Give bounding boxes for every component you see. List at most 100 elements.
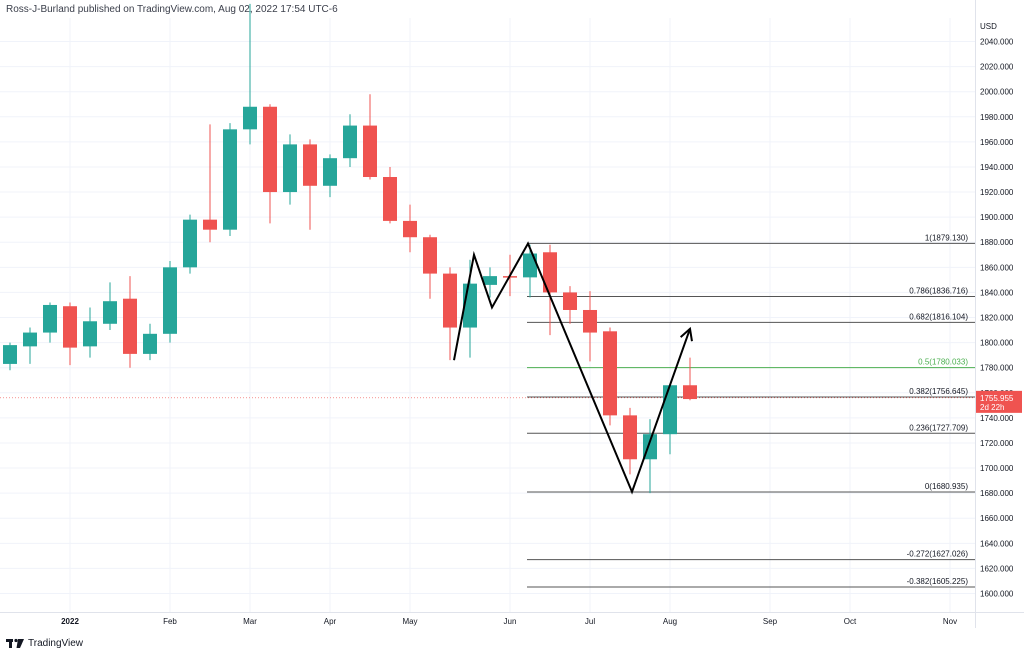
candle-body <box>163 267 177 334</box>
candle-body <box>383 177 397 221</box>
candle <box>103 282 117 331</box>
candle-body <box>683 385 697 400</box>
price-tick-label: 1700.000 <box>980 464 1014 473</box>
candle-body <box>263 106 277 193</box>
time-tick-label: Mar <box>243 617 257 626</box>
candle-body <box>403 220 417 238</box>
price-tick-label: 1940.000 <box>980 163 1014 172</box>
last-price-value: 1755.955 <box>980 394 1014 403</box>
candle <box>563 286 577 324</box>
price-tick-label: 1600.000 <box>980 590 1014 599</box>
price-tick-label: 2000.000 <box>980 88 1014 97</box>
candle-body <box>363 125 377 178</box>
candle-body <box>103 301 117 324</box>
price-tick-label: 1780.000 <box>980 364 1014 373</box>
candle <box>43 302 57 343</box>
price-tick-label: 1980.000 <box>980 113 1014 122</box>
price-tick-label: 1800.000 <box>980 339 1014 348</box>
candle-body <box>43 304 57 333</box>
candle-body <box>623 415 637 460</box>
candle-body <box>123 298 137 354</box>
candle <box>163 261 177 343</box>
last-price-countdown: 2d 22h <box>980 403 1004 412</box>
candle <box>623 407 637 475</box>
fibonacci-retracement[interactable]: 1(1879.130) 0.786(1836.716) 0.682(1816.104… <box>527 233 975 588</box>
price-tick-label: 1920.000 <box>980 188 1014 197</box>
time-tick-label: Nov <box>943 617 957 626</box>
w-pattern-line <box>453 241 691 495</box>
candle-body <box>203 219 217 230</box>
time-tick-label: Oct <box>844 617 857 626</box>
price-tick-label: 1960.000 <box>980 138 1014 147</box>
candle-body <box>183 219 197 268</box>
candle <box>423 234 437 299</box>
candle <box>3 342 17 371</box>
last-price-box <box>976 390 1022 413</box>
price-tick-label: 1840.000 <box>980 288 1014 297</box>
time-axis[interactable]: 2022 Feb Mar Apr May Jun Jul Aug Sep Oct Nov <box>0 612 1024 627</box>
brand-label: TradingView <box>28 637 84 649</box>
candle <box>203 124 217 243</box>
candle-body <box>663 385 677 435</box>
candle-body <box>563 292 577 310</box>
candle <box>123 276 137 368</box>
fib-level-label: -0.272(1627.026) <box>907 550 969 559</box>
price-tick-label: 1740.000 <box>980 414 1014 423</box>
candle-body <box>323 158 337 186</box>
candle-body <box>63 306 77 348</box>
candle-body <box>223 129 237 230</box>
time-tick-label: Jul <box>585 617 595 626</box>
candle <box>683 357 697 401</box>
candle <box>243 3 257 145</box>
candle <box>83 307 97 358</box>
time-tick-label: 2022 <box>61 617 79 626</box>
price-tick-label: 1620.000 <box>980 564 1014 573</box>
price-tick-label: 1860.000 <box>980 263 1014 272</box>
candle <box>483 267 497 298</box>
price-tick-label: 1640.000 <box>980 539 1014 548</box>
time-tick-label: Apr <box>324 617 337 626</box>
price-tick-label: 1660.000 <box>980 514 1014 523</box>
price-tick-label: 1820.000 <box>980 314 1014 323</box>
time-tick-label: Sep <box>763 617 778 626</box>
candle-body <box>23 332 37 347</box>
candle-body <box>243 106 257 130</box>
candle-body <box>143 333 157 354</box>
pattern-lines[interactable] <box>453 241 693 495</box>
candle <box>363 94 377 180</box>
candle <box>23 327 37 364</box>
fib-level-label: 0.5(1780.033) <box>918 358 968 367</box>
candle-body <box>283 144 297 193</box>
fib-level-label: 0.382(1756.645) <box>909 387 968 396</box>
fib-level-label: -0.382(1605.225) <box>907 577 969 586</box>
candle <box>443 267 457 361</box>
price-tick-label: 1880.000 <box>980 238 1014 247</box>
grid <box>0 18 975 612</box>
candle <box>523 244 537 298</box>
tradingview-logo-icon <box>6 638 24 648</box>
candle <box>383 166 397 224</box>
candle <box>543 244 557 336</box>
candle <box>183 214 197 274</box>
candle <box>323 154 337 198</box>
fib-level-label: 1(1879.130) <box>925 233 968 242</box>
price-tick-label: 2020.000 <box>980 63 1014 72</box>
fib-level-label: 0(1680.935) <box>925 482 968 491</box>
candles[interactable] <box>3 3 697 494</box>
price-tick-label: 2040.000 <box>980 38 1014 47</box>
price-axis[interactable]: USD 1600.000 1620.000 1640.000 1660.000 1680.… <box>975 0 1014 628</box>
fib-level-label: 0.236(1727.709) <box>909 423 968 432</box>
price-tick-label: 1720.000 <box>980 439 1014 448</box>
time-tick-label: May <box>402 617 417 626</box>
candle-body <box>423 237 437 274</box>
candle <box>343 114 357 167</box>
candle-body <box>343 125 357 159</box>
candle <box>403 204 417 253</box>
candle-body <box>3 345 17 364</box>
candle <box>263 104 277 224</box>
candle-body <box>483 276 497 285</box>
candle-body <box>543 252 557 293</box>
fib-level-label: 0.682(1816.104) <box>909 312 968 321</box>
